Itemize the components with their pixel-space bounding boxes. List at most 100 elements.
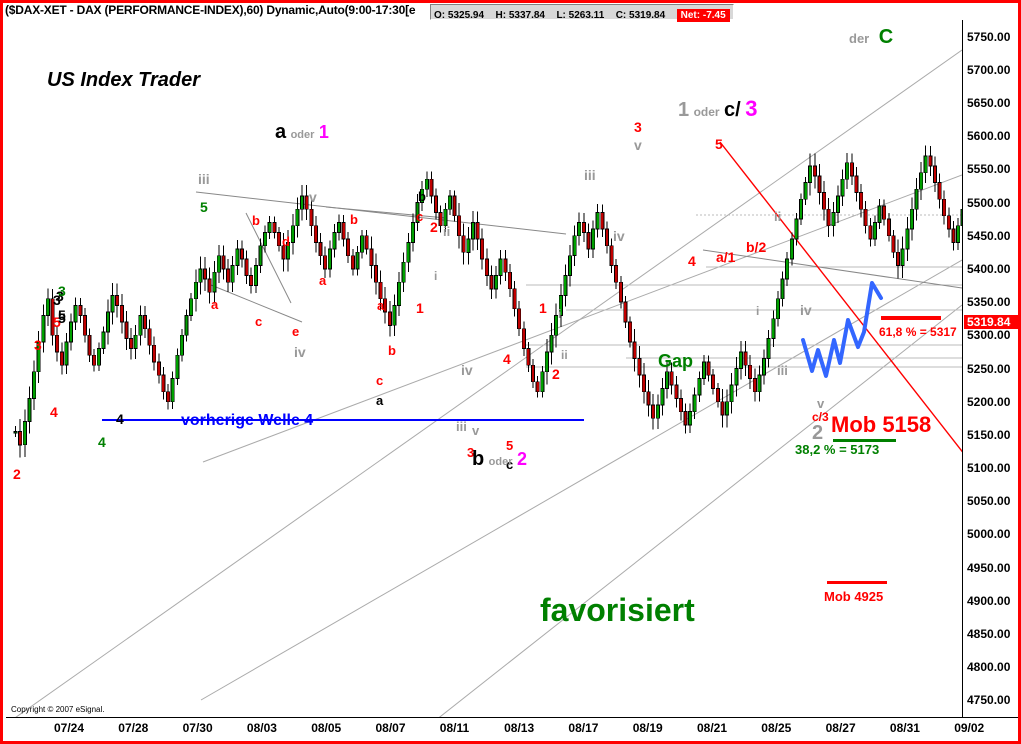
wave-label: e — [292, 324, 300, 339]
wave-label: iv — [461, 362, 473, 378]
wave-label: c — [376, 373, 384, 388]
label-der-c: der C — [849, 26, 894, 48]
wave-label: 1 — [539, 300, 547, 316]
price-axis-tick: 5300.00 — [967, 328, 1011, 343]
label-1-oder-c3: 1 oder c/ 3 — [678, 96, 758, 121]
date-axis-tick: 08/19 — [632, 721, 663, 735]
date-axis[interactable]: 07/24 07/28 07/30 08/03 08/05 08/07 08/11 08/13… — [6, 717, 1018, 741]
price-axis-tick: 4950.00 — [967, 560, 1011, 575]
trendline-layer — [15, 49, 962, 717]
date-axis-tick: 08/05 — [311, 721, 342, 735]
wave-label: 3 — [634, 119, 642, 135]
wave-label: a — [377, 298, 385, 313]
label-gap: Gap — [658, 351, 694, 371]
label-fib-382: 38,2 % = 5173 — [795, 442, 880, 457]
price-axis-tick: 5700.00 — [967, 62, 1011, 77]
price-axis-tick: 5600.00 — [967, 129, 1011, 144]
wave-label: 4 — [50, 404, 58, 420]
price-axis-tick: 5450.00 — [967, 228, 1011, 243]
wave-label: 2 — [430, 219, 438, 235]
ohlc-readout: O: 5325.94 H: 5337.84 L: 5263.11 C: 5319… — [430, 4, 734, 22]
wave-label: 4 — [116, 411, 124, 427]
date-axis-tick: 08/21 — [697, 721, 728, 735]
wave-label: 2 — [13, 466, 21, 482]
date-axis-tick: 07/24 — [54, 721, 85, 735]
forecast-path — [801, 281, 883, 378]
wave-label: ii — [443, 224, 451, 239]
wave-label: 4 — [688, 253, 696, 269]
wave-label: ii — [774, 209, 782, 224]
price-axis-tick: 4750.00 — [967, 693, 1011, 708]
low-value: L: 5263.11 — [556, 10, 605, 21]
net-change-badge: Net: -7.45 — [676, 9, 730, 22]
wave-label: i — [434, 269, 438, 283]
wave-label: c — [506, 457, 514, 472]
price-axis-tick: 4850.00 — [967, 627, 1011, 642]
wave-label: 1 — [416, 300, 424, 316]
open-value: O: 5325.94 — [434, 10, 485, 21]
date-axis-tick: 09/02 — [954, 721, 985, 735]
wave-label: a/1 — [716, 249, 736, 265]
wave-label: i — [756, 304, 760, 318]
wave-label: v — [817, 396, 825, 411]
price-axis-tick: 5200.00 — [967, 394, 1011, 409]
label-b-oder-2: b oder 2 — [472, 448, 527, 470]
price-axis-tick: 5250.00 — [967, 361, 1011, 376]
wave-label: iii — [456, 419, 467, 434]
wave-label: c/3 — [812, 410, 829, 424]
wave-label: 3 — [58, 283, 66, 299]
label-favorisiert: favorisiert — [540, 592, 695, 628]
wave-label: 3 — [467, 445, 475, 460]
wave-label: a — [376, 393, 384, 408]
date-axis-tick: 08/13 — [504, 721, 535, 735]
mob-5158-underline — [833, 439, 896, 442]
price-axis-tick: 5400.00 — [967, 261, 1011, 276]
wave-label: a — [319, 273, 327, 288]
price-axis-tick: 5650.00 — [967, 95, 1011, 110]
wave-label: 5 — [53, 314, 61, 330]
wave-label: b — [350, 212, 358, 227]
price-axis-tick: 5750.00 — [967, 29, 1011, 44]
price-axis-tick: 5150.00 — [967, 427, 1011, 442]
wave-label: iii — [198, 171, 210, 187]
price-axis-tick: 5500.00 — [967, 195, 1011, 210]
wave-label: i — [558, 307, 562, 321]
wave-label: ii — [561, 348, 568, 362]
candlestick-series — [13, 145, 962, 458]
price-axis[interactable]: 5750.00 5700.00 5650.00 5600.00 5550.00 5500.… — [964, 20, 1018, 717]
price-axis-tick: 5550.00 — [967, 162, 1011, 177]
wave-label: b — [388, 343, 396, 358]
wave-label: 5 — [58, 310, 66, 326]
fib-618-marker — [881, 316, 941, 320]
wave-label: iii — [584, 167, 596, 183]
price-axis-tick: 5000.00 — [967, 527, 1011, 542]
wave-label: a — [211, 297, 219, 312]
price-axis-tick: 4900.00 — [967, 593, 1011, 608]
high-value: H: 5337.84 — [495, 10, 545, 21]
brand-title: US Index Trader — [47, 69, 201, 91]
wave-label: iv — [294, 344, 306, 360]
price-axis-tick: 4800.00 — [967, 660, 1011, 675]
wave-label: v — [634, 137, 642, 153]
date-axis-tick: 08/11 — [439, 721, 470, 735]
wave-label: c — [416, 209, 424, 224]
symbol-title: ($DAX-XET - DAX (PERFORMANCE-INDEX),60) … — [5, 3, 416, 17]
date-axis-tick: 07/28 — [118, 721, 149, 735]
close-value: C: 5319.84 — [615, 10, 666, 21]
label-vorherige-welle: vorherige Welle 4 — [181, 412, 314, 429]
label-mob-4925: Mob 4925 — [824, 589, 884, 604]
date-axis-tick: 08/25 — [761, 721, 792, 735]
date-axis-tick: 08/17 — [568, 721, 599, 735]
wave-label: b/2 — [746, 239, 767, 255]
price-axis-tick: 5050.00 — [967, 494, 1011, 509]
date-axis-tick: 08/27 — [825, 721, 856, 735]
wave-label: 3 — [53, 292, 61, 308]
price-plot-area[interactable]: 2 3 4 5 3 3 4 5 3 5 4 5 iii a b c d e iv v a b a b c a b c 2 ii 1 i iv ii… — [6, 20, 963, 717]
wave-label: 5 — [506, 438, 514, 453]
date-axis-tick: 08/03 — [246, 721, 277, 735]
wave-label: iv — [613, 228, 625, 244]
wave-label: 4 — [98, 434, 106, 450]
wave-label: v — [472, 423, 480, 438]
label-fib-618: 61,8 % = 5317 — [879, 325, 957, 339]
